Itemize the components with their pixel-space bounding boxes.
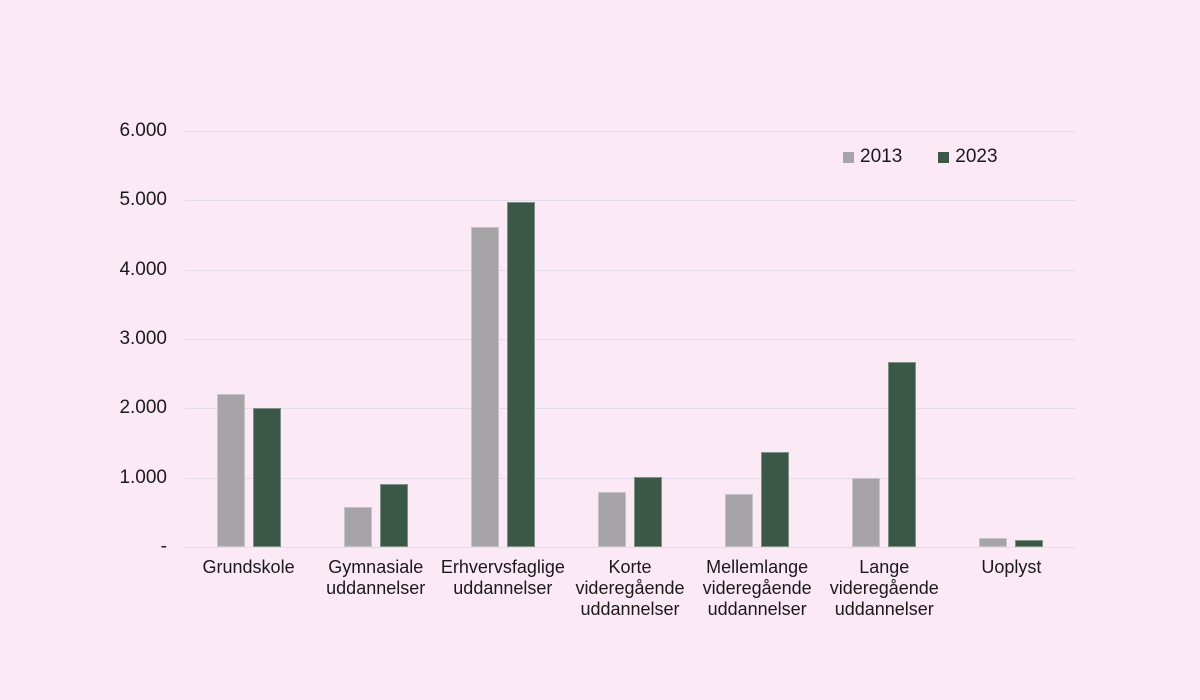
bar-2023	[252, 407, 281, 547]
gridline	[185, 477, 1075, 479]
y-tick-label: 4.000	[119, 258, 167, 280]
bar-2013	[216, 393, 245, 547]
plot-area	[185, 131, 1075, 548]
y-tick-label: -	[160, 536, 167, 557]
y-tick-label: 3.000	[119, 328, 167, 349]
y-tick-label: 5.000	[119, 189, 167, 211]
gridline	[185, 200, 1075, 202]
bar-2013	[725, 493, 754, 547]
x-category-label: Korte videregående uddannelser	[575, 557, 685, 619]
gridline	[185, 339, 1075, 340]
gridline	[185, 269, 1075, 271]
legend-label: 2013	[860, 146, 903, 167]
y-axis-labels: - 1.000 2.000 3.000 4.000 5.000 6.000	[0, 120, 167, 557]
x-category-label: Mellemlange videregående uddannelser	[702, 557, 812, 619]
x-category-label: Lange videregående uddannelser	[829, 557, 939, 619]
bar-2013	[470, 226, 499, 547]
y-tick-label: 6.000	[119, 120, 167, 141]
bar-2013	[598, 491, 626, 547]
x-category-label: Grundskole	[202, 557, 295, 577]
y-tick-label: 1.000	[119, 466, 167, 488]
x-category-label: Gymnasiale uddannelser	[326, 557, 426, 598]
x-category-label: Uoplyst	[981, 557, 1042, 577]
bar-2013	[343, 507, 372, 547]
bar-2023	[888, 361, 917, 547]
legend-swatch-icon	[938, 151, 950, 163]
bar-2013	[852, 478, 881, 547]
legend-item-2013: 2013	[843, 146, 902, 168]
bar-2023	[634, 476, 662, 547]
y-tick-label: 2.000	[119, 397, 167, 419]
gridline	[185, 131, 1075, 132]
legend-label: 2023	[955, 146, 998, 167]
bar-2023	[761, 452, 790, 547]
x-axis-labels: Grundskole Gymnasiale uddannelser Erhvervs…	[185, 557, 1075, 637]
legend-swatch-icon	[843, 151, 854, 163]
bar-2023	[1015, 540, 1044, 547]
bar-2023	[506, 201, 535, 547]
bar-2013	[979, 538, 1008, 547]
legend-item-2023: 2023	[938, 146, 998, 168]
x-category-label: Erhvervsfaglige uddannelser	[440, 557, 565, 598]
legend: 2013 2023	[843, 146, 998, 168]
bar-2023	[379, 483, 408, 547]
gridline	[185, 547, 1075, 548]
gridline	[185, 408, 1075, 410]
